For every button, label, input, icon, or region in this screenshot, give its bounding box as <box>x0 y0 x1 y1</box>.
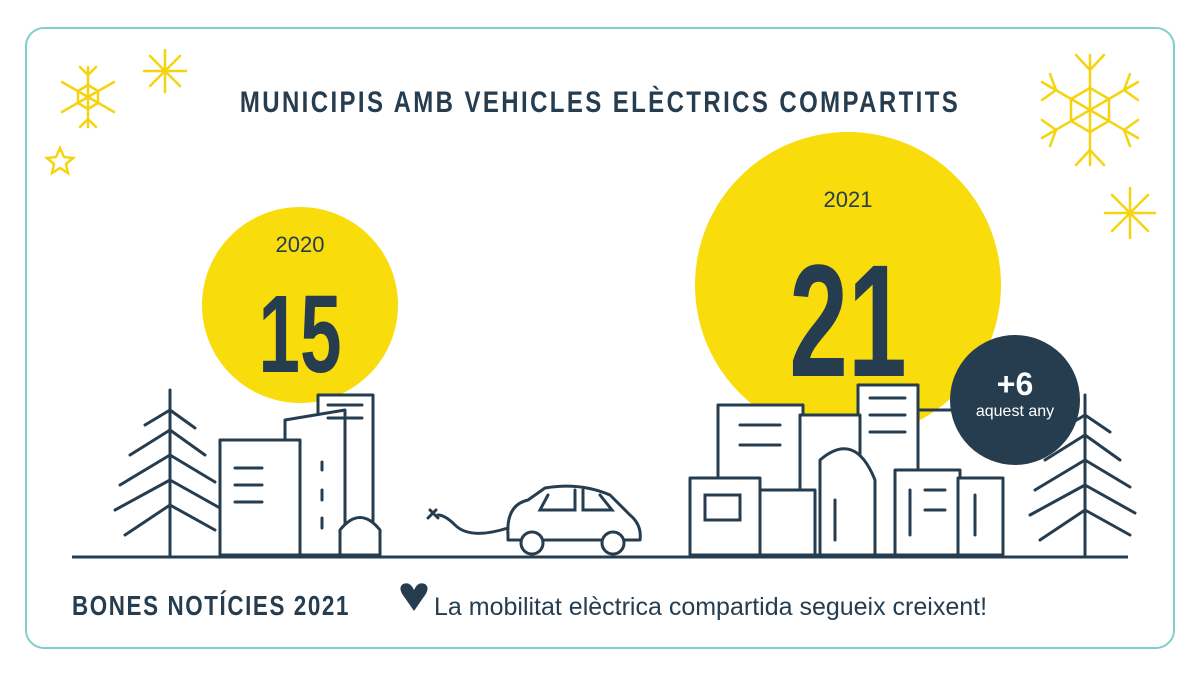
car <box>426 484 642 556</box>
circle-2020 <box>202 207 398 403</box>
badge-label: aquest any <box>975 403 1055 420</box>
buildings-right <box>688 383 1005 557</box>
value: 15 <box>258 273 341 396</box>
title: MUNICIPIS AMB VEHICLES ELÈCTRICS COMPART… <box>240 84 960 118</box>
footer-heading: BONES NOTÍCIES 2021 <box>72 590 350 622</box>
badge-value: +6 <box>997 366 1033 402</box>
value: 21 <box>789 231 906 410</box>
heart <box>400 583 428 611</box>
footer-text: La mobilitat elèctrica compartida seguei… <box>434 593 987 621</box>
circle-2021 <box>695 132 1001 438</box>
badge-label-box: aquest any <box>975 403 1055 420</box>
buildings-left <box>218 393 382 557</box>
decorations <box>44 48 1157 240</box>
year: 2021 <box>824 187 873 212</box>
badge-circle <box>950 335 1080 465</box>
year: 2020 <box>276 232 325 257</box>
tree-left <box>113 388 222 557</box>
